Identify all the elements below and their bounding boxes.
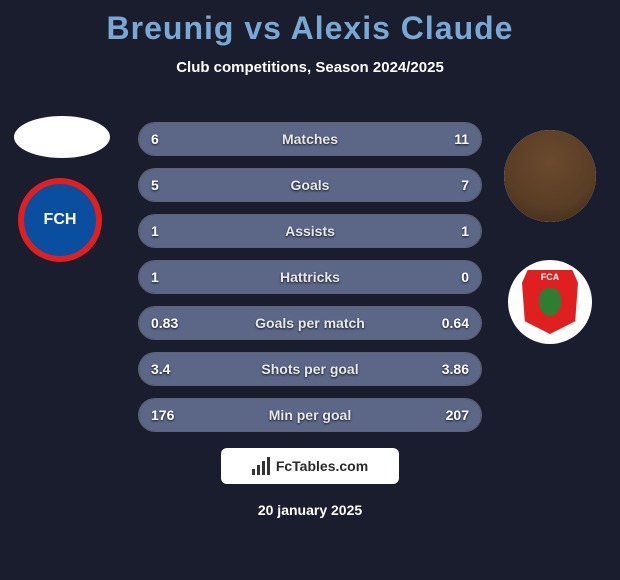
page-subtitle: Club competitions, Season 2024/2025 [0,59,620,76]
stat-label: Shots per goal [139,353,481,385]
stat-label: Min per goal [139,399,481,431]
footer-date: 20 january 2025 [0,502,620,518]
player-right-avatar [504,130,596,222]
chart-icon [252,457,270,475]
stat-label: Goals [139,169,481,201]
stat-label: Hattricks [139,261,481,293]
player-left-avatar [14,116,110,158]
page-title: Breunig vs Alexis Claude [0,0,620,47]
stat-row: 10Hattricks [138,260,482,294]
brand-pill[interactable]: FcTables.com [221,448,399,484]
stats-container: 611Matches 57Goals 11Assists 10Hattricks 0.8… [138,122,482,444]
club-left-badge: FCH [18,178,102,262]
stat-label: Matches [139,123,481,155]
stat-row: 176207Min per goal [138,398,482,432]
stat-row: 11Assists [138,214,482,248]
stat-label: Goals per match [139,307,481,339]
stat-label: Assists [139,215,481,247]
stat-row: 3.43.86Shots per goal [138,352,482,386]
brand-text: FcTables.com [276,458,368,474]
stat-row: 611Matches [138,122,482,156]
stat-row: 0.830.64Goals per match [138,306,482,340]
club-left-abbr: FCH [44,212,77,228]
club-right-abbr: FCA [522,270,578,334]
stat-row: 57Goals [138,168,482,202]
player-right-face [504,130,596,222]
club-right-badge: FCA [508,260,592,344]
